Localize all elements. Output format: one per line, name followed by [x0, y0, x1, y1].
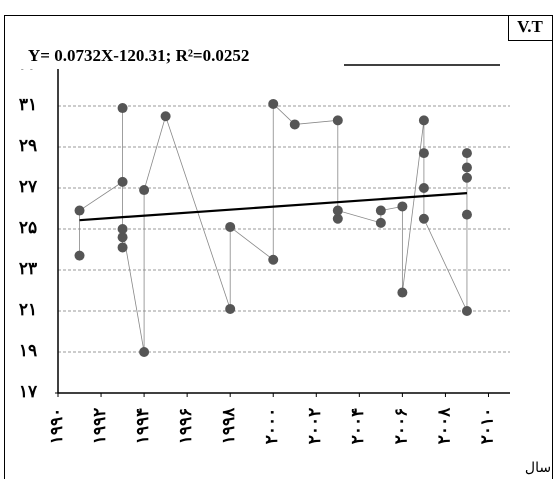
x-tick-label: ۱۹۹۶	[176, 408, 195, 445]
data-point	[418, 183, 429, 193]
data-point	[160, 111, 171, 122]
chart-title: Y= 0.0732X-120.31; R²=0.0252	[28, 46, 249, 65]
x-tick-label: ۲۰۰۰	[262, 408, 281, 445]
data-point	[225, 221, 236, 232]
data-point	[332, 213, 343, 224]
data-point	[117, 176, 128, 187]
data-point	[74, 250, 85, 261]
plot-frame	[57, 65, 510, 394]
data-point	[375, 217, 386, 228]
y-tick-label: ۲۹	[19, 136, 37, 155]
y-tick-label: ۲۵	[19, 218, 37, 237]
y-tick-label: ۲۷	[19, 177, 38, 196]
y-tick-label: ۲۳	[19, 259, 37, 278]
data-point	[117, 232, 128, 243]
data-point	[461, 172, 472, 183]
data-point	[418, 148, 429, 159]
x-tick-label: ۲۰۱۰	[477, 408, 496, 445]
data-point	[461, 209, 472, 220]
data-point	[268, 98, 279, 109]
data-point	[332, 205, 343, 216]
data-point	[225, 303, 236, 314]
data-point	[418, 115, 429, 126]
y-tick-label: ۲۱	[19, 300, 37, 319]
x-tick-label: ۲۰۰۲	[305, 408, 324, 445]
x-tick-label: ۲۰۰۴	[348, 408, 367, 445]
y-tick-label: ۳۱	[19, 95, 37, 114]
data-point	[268, 254, 279, 265]
data-point	[117, 242, 128, 253]
x-tick-label: ۱۹۹۰	[47, 408, 66, 445]
x-tick-label: ۲۰۰۸	[434, 407, 453, 444]
x-tick-label: ۱۹۹۴	[133, 408, 152, 445]
data-point	[117, 103, 128, 114]
title-bg	[14, 45, 344, 69]
trend-line	[79, 192, 468, 222]
connector-line	[79, 103, 468, 353]
data-point	[375, 205, 386, 216]
x-tick-label: ۲۰۰۶	[391, 408, 410, 445]
outer-frame	[4, 15, 553, 479]
data-point	[461, 306, 472, 316]
data-point	[397, 287, 408, 298]
tag: V.T	[517, 17, 543, 36]
data-point	[461, 148, 472, 159]
x-axis-label: سال	[525, 460, 551, 476]
y-tick-label: ۱۹	[19, 341, 37, 360]
data-point	[74, 205, 85, 216]
data-point	[139, 347, 150, 357]
data-point	[117, 224, 128, 234]
data-point	[332, 115, 343, 126]
x-tick-label: ۱۹۹۲	[90, 408, 109, 445]
data-point	[418, 213, 429, 224]
tag-box	[508, 15, 553, 41]
data-point	[289, 119, 300, 130]
data-point	[139, 185, 150, 196]
data-point	[397, 201, 408, 212]
x-tick-label: ۱۹۹۸	[219, 407, 238, 444]
data-point	[461, 162, 472, 173]
y-tick-label: ۱۷	[19, 382, 38, 401]
